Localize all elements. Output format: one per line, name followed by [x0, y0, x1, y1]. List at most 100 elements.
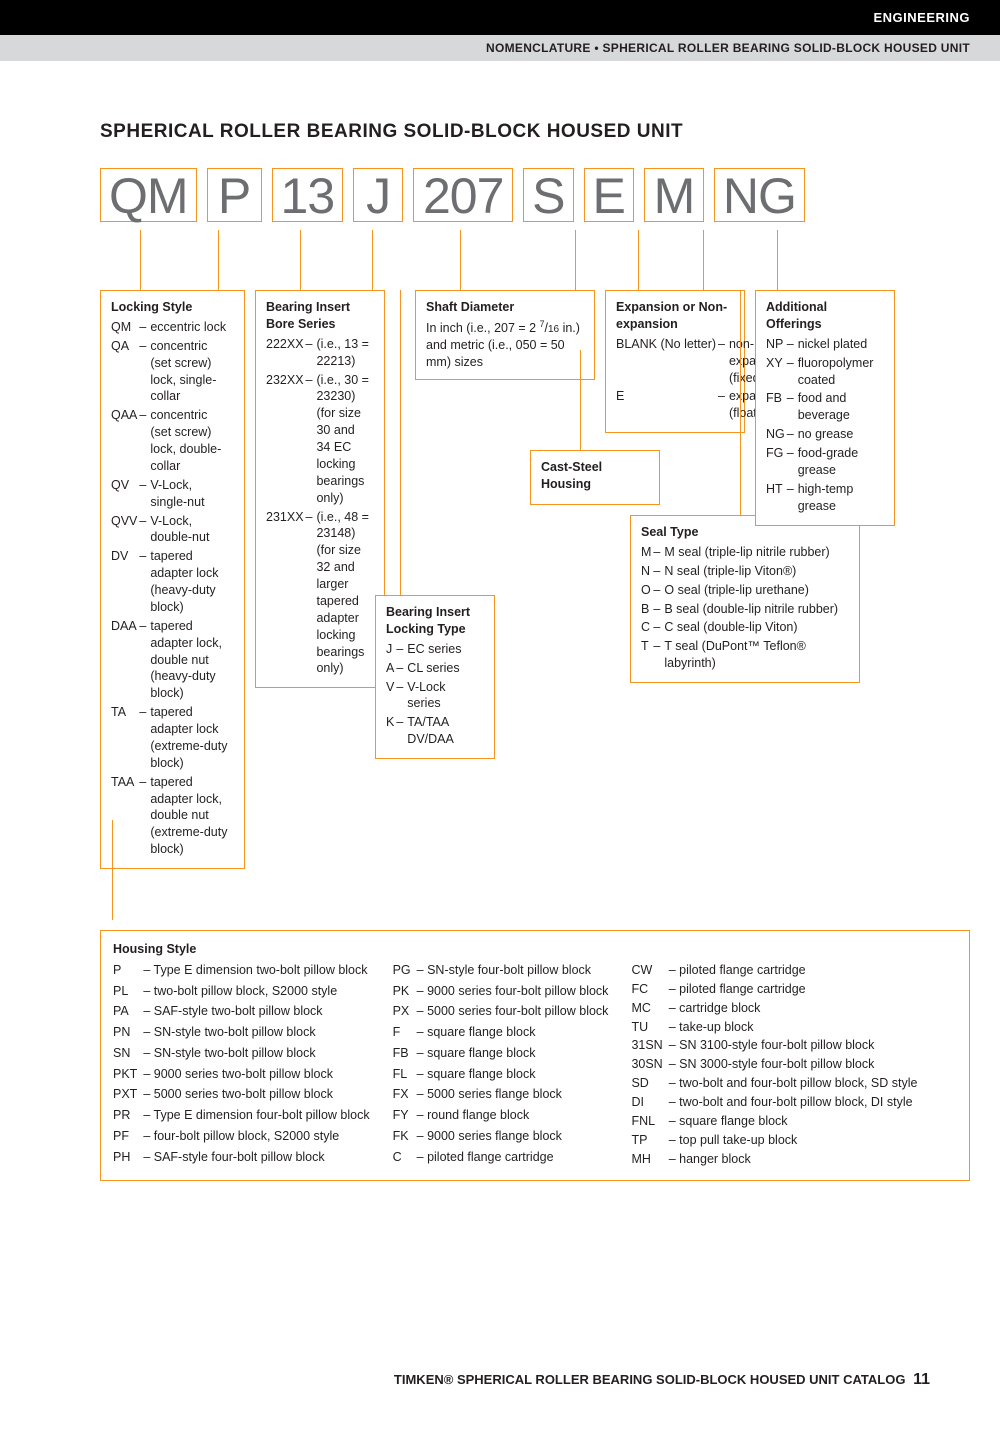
list-item: XY–fluoropolymer coated: [766, 355, 884, 391]
list-item: CW– piloted flange cartridge: [631, 962, 920, 981]
list-item: SN– SN-style two-bolt pillow block: [113, 1045, 373, 1066]
list-item: 31SN– SN 3100-style four-bolt pillow blo…: [631, 1037, 920, 1056]
code-box-2: 13: [272, 168, 344, 222]
housing-title: Housing Style: [113, 941, 957, 958]
list-item: NG–no grease: [766, 426, 884, 445]
bore-series-title: Bearing Insert Bore Series: [266, 299, 374, 333]
connector-lines: [100, 230, 970, 290]
list-item: PN– SN-style two-bolt pillow block: [113, 1024, 373, 1045]
locking-type-box: Bearing Insert Locking Type J–EC seriesA…: [375, 595, 495, 759]
expansion-title: Expansion or Non-expansion: [616, 299, 734, 333]
footer-text: TIMKEN® SPHERICAL ROLLER BEARING SOLID-B…: [394, 1372, 906, 1387]
list-item: SD– two-bolt and four-bolt pillow block,…: [631, 1075, 920, 1094]
header-category: ENGINEERING: [873, 10, 970, 25]
bore-series-box: Bearing Insert Bore Series 222XX–(i.e., …: [255, 290, 385, 688]
list-item: PF– four-bolt pillow block, S2000 style: [113, 1128, 373, 1149]
shaft-title: Shaft Diameter: [426, 299, 584, 316]
list-item: DAA–tapered adapter lock, double nut (he…: [111, 618, 234, 704]
list-item: HT–high-temp grease: [766, 481, 884, 517]
list-item: TP– top pull take-up block: [631, 1132, 920, 1151]
code-box-7: M: [644, 168, 704, 222]
list-item: PA– SAF-style two-bolt pillow block: [113, 1003, 373, 1024]
code-box-6: E: [584, 168, 634, 222]
list-item: TAA–tapered adapter lock, double nut (ex…: [111, 774, 234, 860]
list-item: M–M seal (triple-lip nitrile rubber): [641, 544, 849, 563]
locking-type-title: Bearing Insert Locking Type: [386, 604, 484, 638]
list-item: 232XX–(i.e., 30 = 23230) (for size 30 an…: [266, 372, 374, 509]
seal-type-box: Seal Type M–M seal (triple-lip nitrile r…: [630, 515, 860, 683]
list-item: O–O seal (triple-lip urethane): [641, 582, 849, 601]
list-item: 222XX–(i.e., 13 = 22213): [266, 336, 374, 372]
housing-col3: CW– piloted flange cartridgeFC– piloted …: [631, 962, 920, 1170]
list-item: FG–food-grade grease: [766, 445, 884, 481]
code-box-1: P: [207, 168, 262, 222]
list-item: 231XX–(i.e., 48 = 23148) (for size 32 an…: [266, 509, 374, 680]
list-item: FL– square flange block: [393, 1066, 612, 1087]
list-item: TU– take-up block: [631, 1019, 920, 1038]
header-gray-bar: NOMENCLATURE • SPHERICAL ROLLER BEARING …: [0, 35, 1000, 61]
housing-col1: P– Type E dimension two-bolt pillow bloc…: [113, 962, 373, 1170]
list-item: FB–food and beverage: [766, 390, 884, 426]
list-item: FK– 9000 series flange block: [393, 1128, 612, 1149]
cast-steel-title: Cast-Steel Housing: [541, 459, 649, 493]
list-item: C– piloted flange cartridge: [393, 1149, 612, 1170]
additional-box: Additional Offerings NP–nickel platedXY–…: [755, 290, 895, 526]
code-box-8: NG: [714, 168, 805, 222]
list-item: PXT– 5000 series two-bolt pillow block: [113, 1086, 373, 1107]
bore-series-list: 222XX–(i.e., 13 = 22213)232XX–(i.e., 30 …: [266, 336, 374, 680]
header-black-bar: ENGINEERING: [0, 0, 1000, 35]
line-locktype: [400, 290, 401, 595]
list-item: N–N seal (triple-lip Viton®): [641, 563, 849, 582]
nomenclature-code-row: QMP13J207SEMNG: [100, 168, 970, 222]
list-item: PL– two-bolt pillow block, S2000 style: [113, 983, 373, 1004]
list-item: MC– cartridge block: [631, 1000, 920, 1019]
additional-title: Additional Offerings: [766, 299, 884, 333]
additional-list: NP–nickel platedXY–fluoropolymer coatedF…: [766, 336, 884, 517]
list-item: A–CL series: [386, 660, 484, 679]
list-item: PKT– 9000 series two-bolt pillow block: [113, 1066, 373, 1087]
locking-style-box: Locking Style QM–eccentric lockQA–concen…: [100, 290, 245, 869]
list-item: T–T seal (DuPont™ Teflon® labyrinth): [641, 638, 849, 674]
list-item: FNL– square flange block: [631, 1113, 920, 1132]
code-box-3: J: [353, 168, 403, 222]
list-item: F– square flange block: [393, 1024, 612, 1045]
cast-steel-box: Cast-Steel Housing: [530, 450, 660, 505]
locking-style-title: Locking Style: [111, 299, 234, 316]
list-item: QVV–V-Lock, double-nut: [111, 513, 234, 549]
footer: TIMKEN® SPHERICAL ROLLER BEARING SOLID-B…: [100, 1361, 970, 1419]
list-item: PH– SAF-style four-bolt pillow block: [113, 1149, 373, 1170]
list-item: FC– piloted flange cartridge: [631, 981, 920, 1000]
housing-col2: PG– SN-style four-bolt pillow blockPK– 9…: [393, 962, 612, 1170]
code-box-5: S: [523, 168, 573, 222]
list-item: NP–nickel plated: [766, 336, 884, 355]
shaft-diameter-box: Shaft Diameter In inch (i.e., 207 = 2 7/…: [415, 290, 595, 380]
list-item: QM–eccentric lock: [111, 319, 234, 338]
list-item: B–B seal (double-lip nitrile rubber): [641, 601, 849, 620]
list-item: QAA–concentric (set screw) lock, double-…: [111, 407, 234, 477]
page-title: SPHERICAL ROLLER BEARING SOLID-BLOCK HOU…: [100, 121, 970, 143]
line-cast: [580, 350, 581, 450]
list-item: FB– square flange block: [393, 1045, 612, 1066]
list-item: 30SN– SN 3000-style four-bolt pillow blo…: [631, 1056, 920, 1075]
list-item: P– Type E dimension two-bolt pillow bloc…: [113, 962, 373, 983]
list-item: TA–tapered adapter lock (extreme-duty bl…: [111, 704, 234, 774]
list-item: PX– 5000 series four-bolt pillow block: [393, 1003, 612, 1024]
list-item: MH– hanger block: [631, 1151, 920, 1170]
list-item: DI– two-bolt and four-bolt pillow block,…: [631, 1094, 920, 1113]
list-item: FX– 5000 series flange block: [393, 1086, 612, 1107]
list-item: QA–concentric (set screw) lock, single-c…: [111, 338, 234, 408]
expansion-box: Expansion or Non-expansion BLANK (No let…: [605, 290, 745, 433]
header-breadcrumb: NOMENCLATURE • SPHERICAL ROLLER BEARING …: [486, 41, 970, 55]
housing-style-box: Housing Style P– Type E dimension two-bo…: [100, 930, 970, 1181]
list-item: DV–tapered adapter lock (heavy-duty bloc…: [111, 548, 234, 618]
list-item: K–TA/TAA DV/DAA: [386, 714, 484, 750]
list-item: PR– Type E dimension four-bolt pillow bl…: [113, 1107, 373, 1128]
list-item: FY– round flange block: [393, 1107, 612, 1128]
list-item: PK– 9000 series four-bolt pillow block: [393, 983, 612, 1004]
locking-type-list: J–EC seriesA–CL seriesV–V-Lock seriesK–T…: [386, 641, 484, 750]
seal-list: M–M seal (triple-lip nitrile rubber)N–N …: [641, 544, 849, 674]
locking-style-list: QM–eccentric lockQA–concentric (set scre…: [111, 319, 234, 860]
info-grid: Locking Style QM–eccentric lockQA–concen…: [100, 290, 970, 920]
code-box-4: 207: [413, 168, 513, 222]
list-item: C–C seal (double-lip Viton): [641, 619, 849, 638]
